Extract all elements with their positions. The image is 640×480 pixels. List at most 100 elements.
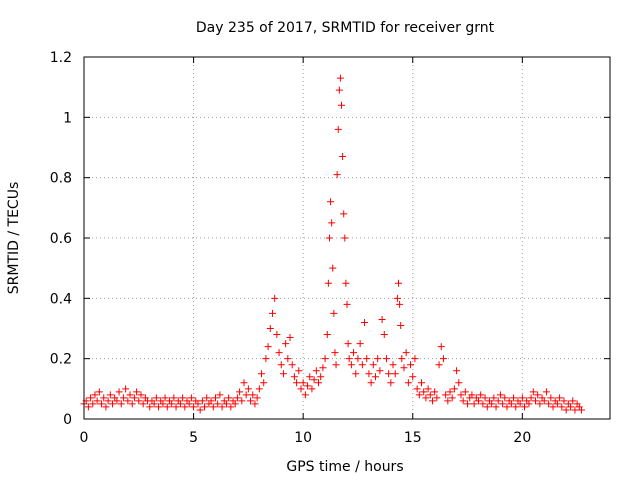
data-point <box>433 394 441 402</box>
data-point <box>481 394 489 402</box>
grid <box>84 57 610 419</box>
data-point <box>152 394 160 402</box>
data-point <box>488 400 496 408</box>
data-point <box>409 373 417 381</box>
data-point <box>137 391 145 399</box>
data-point <box>260 379 268 387</box>
x-ticks: 0 5 10 15 20 <box>80 57 531 446</box>
data-point <box>396 300 404 308</box>
data-point <box>212 394 219 402</box>
data-point <box>238 397 246 405</box>
data-point <box>214 400 222 408</box>
data-point <box>404 379 412 387</box>
data-point <box>190 403 198 411</box>
data-point <box>106 391 114 399</box>
x-tick-label: 15 <box>404 430 422 446</box>
data-point <box>363 355 371 363</box>
y-ticks: 0 0.2 0.4 0.6 0.8 1 1.2 <box>50 50 610 428</box>
data-point <box>187 394 195 402</box>
data-point <box>133 388 141 396</box>
data-point <box>332 361 340 369</box>
chart-title: Day 235 of 2017, SRMTID for receiver grn… <box>196 20 495 36</box>
data-point <box>378 315 386 323</box>
data-point <box>571 406 579 414</box>
data-point <box>172 403 180 411</box>
data-point <box>477 391 485 399</box>
data-point <box>262 355 270 363</box>
data-point <box>275 349 283 357</box>
data-point <box>479 400 487 408</box>
data-point <box>282 340 290 348</box>
data-point <box>389 361 397 369</box>
data-point <box>453 367 461 375</box>
data-point <box>185 400 193 408</box>
data-point <box>578 406 586 414</box>
data-point <box>387 379 395 387</box>
data-point <box>490 394 498 402</box>
data-point <box>382 355 390 363</box>
data-point <box>338 101 346 109</box>
data-point <box>407 361 415 369</box>
data-point <box>558 403 566 411</box>
data-point <box>264 343 272 351</box>
data-point <box>124 397 132 405</box>
data-point <box>310 376 318 384</box>
data-point <box>393 294 401 302</box>
data-point <box>312 367 320 375</box>
data-point <box>268 309 276 317</box>
data-point <box>459 397 467 405</box>
data-point <box>251 400 259 408</box>
data-point <box>198 397 206 405</box>
data-point <box>424 385 432 393</box>
data-point <box>455 379 463 387</box>
data-point <box>457 391 465 399</box>
data-point <box>324 279 332 287</box>
data-point <box>207 397 215 405</box>
data-point <box>249 391 257 399</box>
data-point <box>549 403 557 411</box>
data-point <box>115 388 123 396</box>
data-point <box>181 403 189 411</box>
data-point <box>395 279 403 287</box>
data-points <box>80 74 586 414</box>
data-point <box>286 334 294 342</box>
data-point <box>159 400 167 408</box>
data-point <box>130 394 138 402</box>
data-point <box>179 394 187 402</box>
data-point <box>356 340 364 348</box>
data-point <box>358 361 366 369</box>
data-point <box>336 74 344 82</box>
data-point <box>435 361 443 369</box>
data-point <box>507 400 515 408</box>
data-point <box>369 361 377 369</box>
data-point <box>279 370 287 378</box>
data-point <box>461 388 469 396</box>
data-point <box>95 388 103 396</box>
data-point <box>444 397 452 405</box>
data-point <box>569 397 577 405</box>
data-point <box>209 403 217 411</box>
data-point <box>428 397 436 405</box>
data-point <box>525 400 533 408</box>
data-point <box>290 373 298 381</box>
data-point <box>306 373 314 381</box>
data-point <box>255 385 263 393</box>
data-point <box>361 318 369 326</box>
data-point <box>464 400 472 408</box>
data-point <box>494 397 502 405</box>
data-point <box>293 379 301 387</box>
data-point <box>247 397 255 405</box>
data-point <box>385 370 393 378</box>
y-tick-label: 0.4 <box>50 291 72 307</box>
data-point <box>402 349 410 357</box>
data-point <box>319 364 327 372</box>
data-point <box>343 300 351 308</box>
data-point <box>411 355 419 363</box>
data-point <box>354 355 362 363</box>
data-point <box>163 403 171 411</box>
data-point <box>317 373 325 381</box>
data-point <box>553 400 561 408</box>
data-point <box>503 403 511 411</box>
data-point <box>218 403 226 411</box>
data-point <box>277 361 285 369</box>
